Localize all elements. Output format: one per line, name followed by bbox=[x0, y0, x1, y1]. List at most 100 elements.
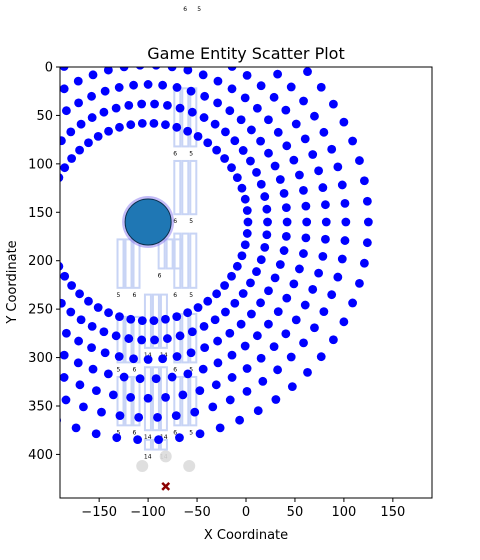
y-axis-label: Y Coordinate bbox=[5, 240, 20, 324]
entity-dot bbox=[193, 132, 203, 141]
entity-dot bbox=[287, 382, 297, 392]
entity-dot bbox=[281, 105, 291, 115]
marker-stroke bbox=[161, 481, 171, 491]
entity-dot bbox=[300, 300, 310, 310]
entity-dot bbox=[111, 331, 121, 341]
bar-outline bbox=[173, 238, 182, 270]
entity-dot bbox=[321, 200, 330, 210]
entity-dot bbox=[97, 407, 106, 417]
entity-dot bbox=[208, 402, 218, 412]
bar-label: 6 bbox=[173, 150, 177, 157]
entity-dot bbox=[221, 307, 230, 317]
entity-dot bbox=[178, 390, 188, 400]
entity-dot bbox=[208, 33, 217, 42]
entity-dot bbox=[262, 204, 272, 214]
entity-dot bbox=[87, 91, 96, 101]
entity-dot bbox=[187, 327, 197, 337]
entity-dot bbox=[198, 70, 208, 80]
entity-dot bbox=[172, 352, 182, 361]
entity-dot bbox=[34, 331, 43, 340]
bar-outline bbox=[173, 87, 182, 148]
entity-dot bbox=[359, 176, 369, 186]
entity-dot bbox=[256, 255, 266, 265]
entity-dot bbox=[225, 328, 235, 338]
entity-dot bbox=[97, 27, 106, 36]
y-tick-label: 200 bbox=[28, 254, 53, 269]
entity-dot bbox=[242, 386, 252, 396]
entity-dot bbox=[60, 163, 70, 173]
entity-dot bbox=[340, 236, 350, 245]
entity-dot bbox=[60, 350, 69, 360]
entity-dot bbox=[210, 315, 220, 325]
entity-dot bbox=[355, 278, 364, 288]
entity-dot bbox=[281, 203, 291, 212]
entity-dot bbox=[112, 433, 122, 443]
bar-label: 14 bbox=[160, 434, 168, 441]
entity-dot bbox=[303, 67, 312, 76]
bar-label: 6 bbox=[133, 292, 137, 299]
entity-dot bbox=[27, 192, 36, 201]
entity-dot bbox=[273, 307, 283, 317]
header-label: 6 bbox=[183, 6, 187, 13]
entity-dot bbox=[0, 315, 4, 324]
entity-dot bbox=[295, 264, 304, 274]
entity-dot bbox=[73, 358, 83, 368]
entity-dot bbox=[299, 338, 308, 348]
entity-dot bbox=[242, 206, 252, 215]
entity-dot bbox=[71, 423, 81, 433]
entity-dot bbox=[18, 93, 27, 102]
entity-dot bbox=[199, 113, 209, 122]
entity-dot bbox=[260, 242, 270, 252]
bar-label: 5 bbox=[189, 218, 193, 225]
entity-dot bbox=[190, 27, 199, 36]
y-tick-label: 100 bbox=[28, 157, 53, 172]
entity-dot bbox=[270, 273, 280, 283]
entity-dot bbox=[60, 67, 69, 71]
entity-dot bbox=[14, 70, 23, 79]
entity-dot bbox=[103, 369, 113, 379]
entity-dot bbox=[66, 307, 76, 317]
entity-dot bbox=[211, 380, 221, 390]
entity-dot bbox=[150, 99, 159, 109]
entity-dot bbox=[5, 203, 14, 212]
entity-dot bbox=[186, 348, 196, 358]
entity-dot bbox=[273, 127, 283, 137]
entity-dot bbox=[87, 343, 96, 353]
entity-dot bbox=[88, 70, 98, 80]
entity-dot bbox=[340, 198, 350, 208]
entity-dot bbox=[116, 24, 125, 33]
entity-dot bbox=[240, 93, 250, 103]
entity-dot bbox=[200, 343, 210, 353]
entity-dot bbox=[210, 119, 220, 129]
entity-dot bbox=[198, 364, 208, 374]
y-tick-label: 150 bbox=[28, 206, 53, 221]
bar-label: 5 bbox=[117, 429, 121, 436]
entity-dot bbox=[212, 145, 222, 155]
entity-dot bbox=[167, 67, 177, 72]
entity-dot bbox=[270, 161, 280, 171]
entity-dot bbox=[137, 99, 147, 109]
dot-ring bbox=[34, 67, 312, 384]
entity-dot bbox=[34, 29, 43, 38]
entity-dot bbox=[1, 83, 10, 92]
entity-dot bbox=[153, 22, 162, 31]
entity-dot bbox=[175, 103, 185, 113]
entity-dot bbox=[41, 278, 50, 287]
entity-dot bbox=[240, 341, 250, 351]
dot-ring bbox=[0, 29, 373, 445]
entity-dot bbox=[243, 217, 253, 227]
entity-dot bbox=[0, 382, 8, 391]
entity-dot bbox=[183, 308, 193, 318]
entity-dot bbox=[153, 412, 162, 422]
entity-dot bbox=[213, 98, 223, 108]
bar-label: 6 bbox=[133, 366, 137, 373]
bar-outline bbox=[181, 159, 190, 216]
entity-dot bbox=[109, 45, 118, 54]
entity-dot bbox=[213, 336, 223, 346]
entity-dot bbox=[158, 80, 168, 90]
entity-dot bbox=[252, 331, 262, 341]
entity-dot bbox=[333, 162, 343, 172]
entity-dot bbox=[60, 298, 66, 308]
